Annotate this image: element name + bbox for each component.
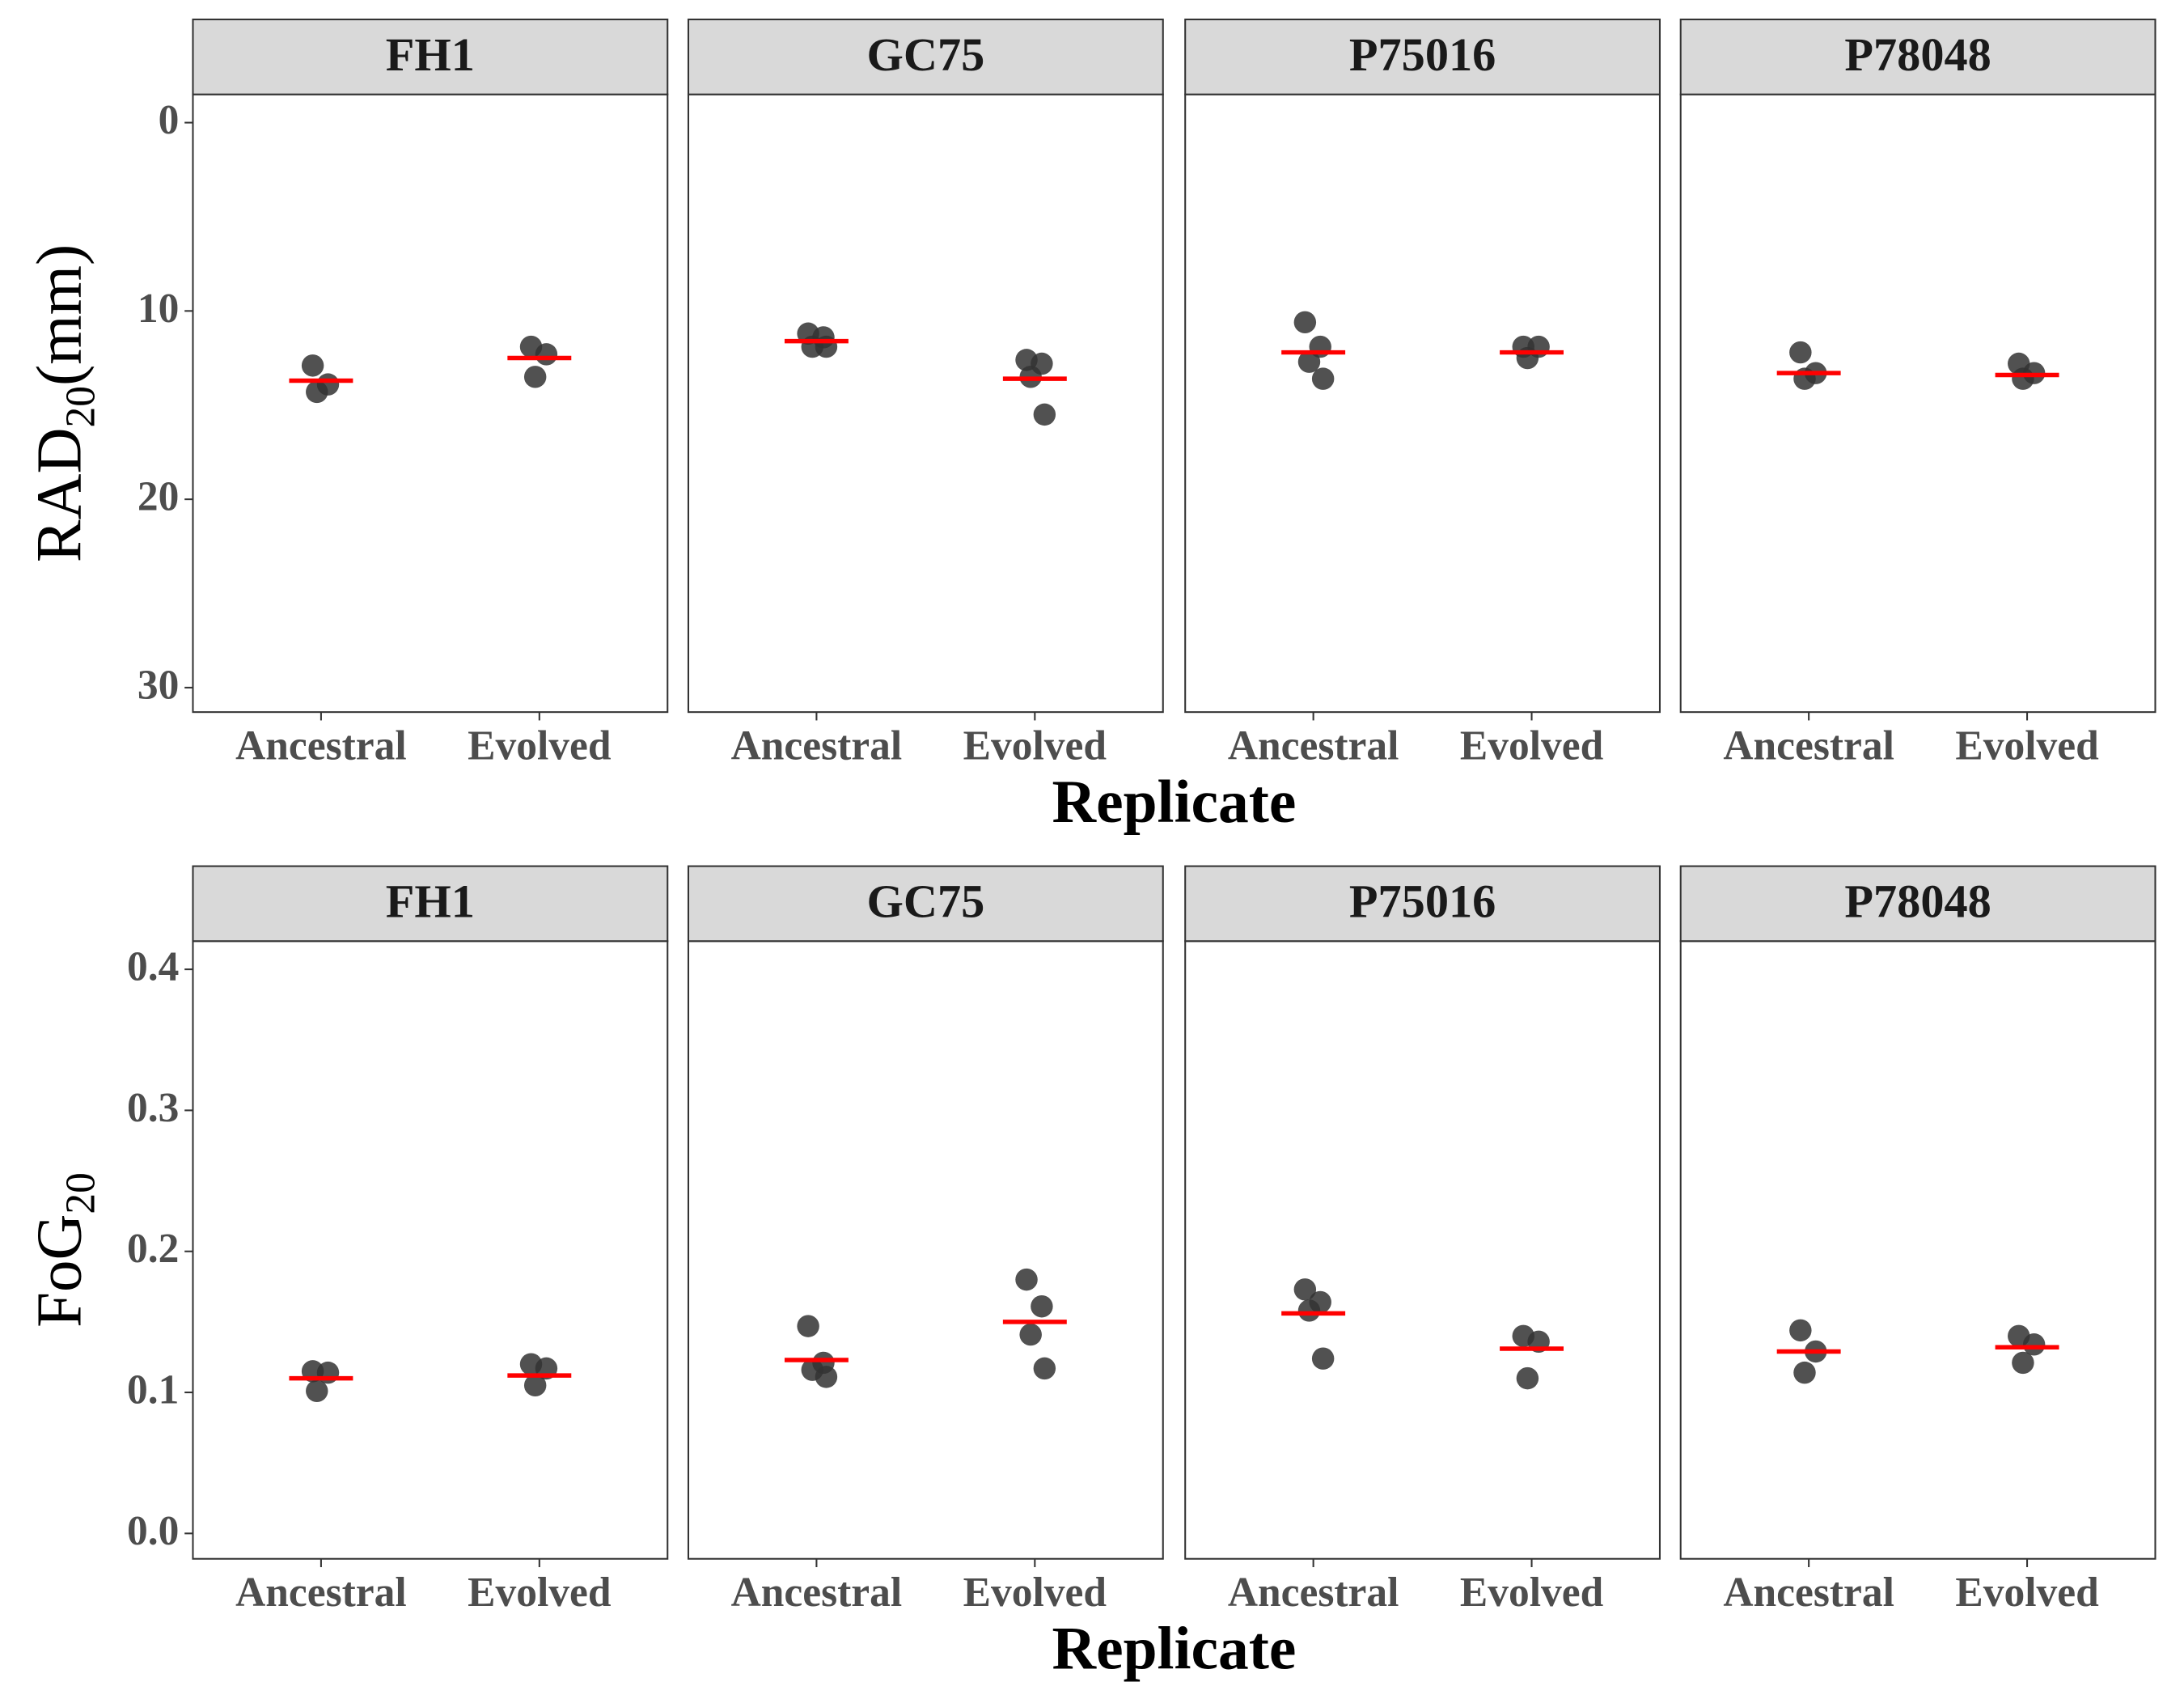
strip-label: P78048 — [1844, 875, 1991, 928]
strip-background — [1679, 18, 2156, 95]
panel-background — [687, 940, 1164, 1560]
panel-background — [1679, 93, 2156, 714]
data-point — [1311, 1347, 1335, 1370]
strip-label: P75016 — [1349, 875, 1496, 928]
strip-label: P75016 — [1349, 28, 1496, 81]
x-tick-label: Ancestral — [235, 722, 407, 769]
panel-background — [687, 93, 1164, 714]
x-tick-label: Ancestral — [731, 722, 903, 769]
x-tick-label: Evolved — [963, 722, 1107, 769]
data-point — [1311, 367, 1335, 390]
x-tick-label: Evolved — [1955, 1570, 2099, 1616]
data-point — [2012, 1351, 2034, 1375]
data-point — [1789, 341, 1812, 364]
strip-label: FH1 — [386, 875, 475, 928]
x-tick-label: Evolved — [1460, 722, 1604, 769]
strip-background — [192, 865, 669, 943]
x-tick-label: Ancestral — [235, 1570, 407, 1616]
strip-label: P78048 — [1844, 28, 1991, 81]
data-point — [1516, 1366, 1539, 1390]
strip-background — [687, 865, 1164, 943]
data-point — [306, 1379, 328, 1403]
y-tick-label: 0.4 — [127, 944, 179, 990]
data-point — [1019, 1323, 1042, 1346]
x-tick-label: Ancestral — [1228, 1570, 1399, 1616]
y-axis-title: RAD20(mm) — [25, 244, 104, 562]
y-axis-title-main: FoG — [25, 1214, 95, 1328]
y-tick-label: 0.2 — [127, 1226, 179, 1272]
data-point — [1793, 1361, 1816, 1384]
data-point — [815, 1366, 838, 1388]
y-axis-title-subscript: 20 — [58, 1172, 104, 1214]
data-point — [523, 366, 547, 388]
x-axis-title: Replicate — [1052, 769, 1297, 836]
x-tick-label: Evolved — [468, 722, 612, 769]
panel-background — [1679, 940, 2156, 1560]
x-tick-label: Evolved — [1460, 1570, 1604, 1616]
data-point — [1293, 1278, 1317, 1301]
panel-background — [192, 93, 669, 714]
y-tick-label: 30 — [138, 662, 179, 708]
strip-label: FH1 — [386, 28, 475, 81]
y-tick-label: 10 — [138, 286, 179, 332]
strip-label: GC75 — [866, 28, 984, 81]
strip-label: GC75 — [866, 875, 984, 928]
x-tick-label: Ancestral — [1723, 722, 1894, 769]
data-point — [1297, 350, 1321, 373]
y-tick-label: 0.0 — [127, 1508, 179, 1554]
strip-background — [1184, 18, 1661, 95]
panel-background — [1184, 93, 1661, 714]
y-axis-title-subscript: 20 — [58, 386, 104, 427]
y-tick-label: 0.1 — [127, 1367, 179, 1413]
x-tick-label: Ancestral — [1228, 722, 1399, 769]
x-tick-label: Ancestral — [731, 1570, 903, 1616]
data-point — [1033, 403, 1056, 426]
data-point — [523, 1374, 547, 1397]
strip-background — [192, 18, 669, 95]
x-tick-label: Ancestral — [1723, 1570, 1894, 1616]
data-point — [1293, 311, 1317, 334]
strip-background — [1679, 865, 2156, 943]
y-tick-label: 20 — [138, 474, 179, 520]
strip-background — [687, 18, 1164, 95]
plot-root: FH1 Ancestral Evolved GC75 Ancestral Evolved P… — [25, 18, 2156, 1682]
data-point — [2022, 1333, 2046, 1356]
panel-background — [192, 940, 669, 1560]
data-point — [2012, 367, 2034, 390]
data-point — [797, 1315, 819, 1337]
x-axis-title: Replicate — [1052, 1615, 1297, 1682]
y-axis-title: FoG20 — [25, 1172, 104, 1328]
data-point — [1297, 1299, 1321, 1322]
panel-background — [1184, 940, 1661, 1560]
data-point — [1015, 1268, 1038, 1291]
y-tick-label: 0.3 — [127, 1085, 179, 1131]
y-tick-label: 0 — [159, 97, 180, 143]
y-axis-title-unit: (mm) — [25, 244, 95, 386]
data-point — [306, 380, 328, 404]
x-tick-label: Evolved — [963, 1570, 1107, 1616]
y-axis-title-main: RAD — [25, 427, 95, 562]
x-tick-label: Evolved — [468, 1570, 612, 1616]
x-tick-label: Evolved — [1955, 722, 2099, 769]
data-point — [535, 343, 558, 366]
strip-background — [1184, 865, 1661, 943]
data-point — [1033, 1357, 1056, 1380]
data-point — [1031, 1294, 1053, 1318]
data-point — [301, 354, 324, 377]
data-point — [1789, 1319, 1812, 1342]
